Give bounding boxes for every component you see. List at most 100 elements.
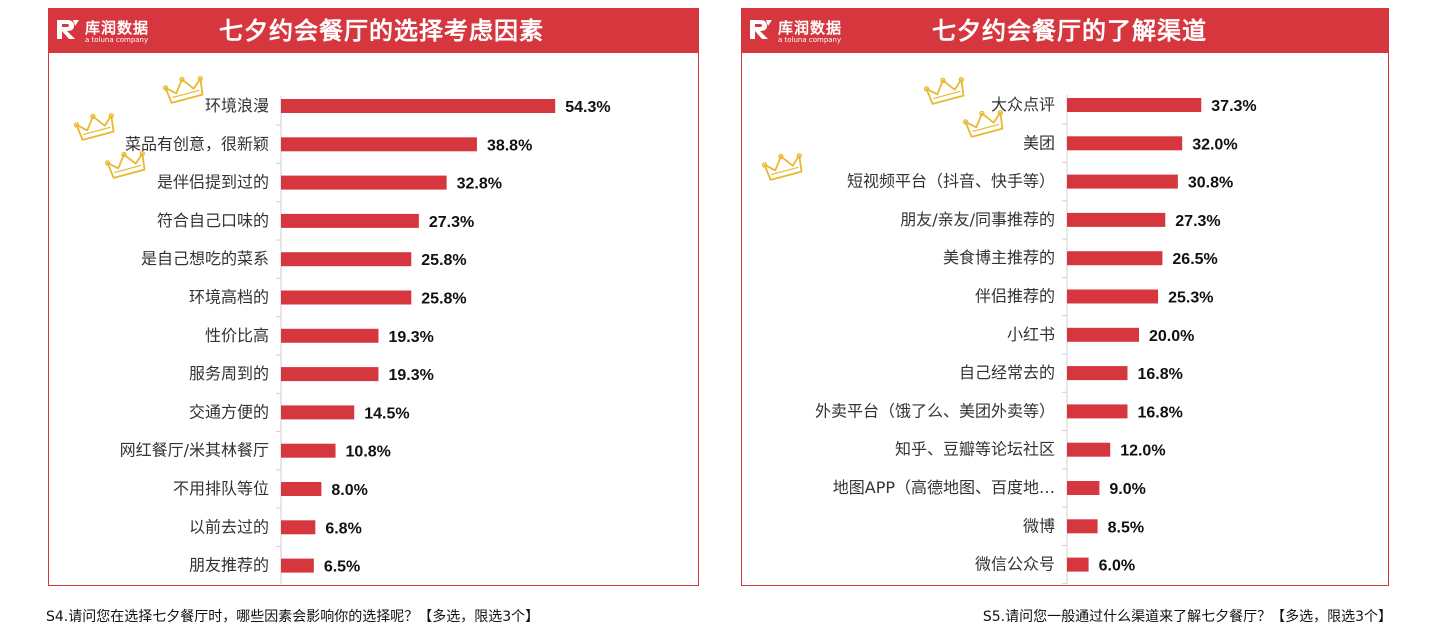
- bar: [1067, 289, 1159, 304]
- crown-jewel: [162, 85, 169, 91]
- value-label: 32.0%: [1192, 136, 1237, 153]
- category-label: 微博: [1023, 516, 1055, 535]
- logo-text: 库润数据: [85, 19, 150, 37]
- crown-icon: [923, 76, 965, 105]
- brand-logo: 库润数据 a toluna company: [748, 16, 858, 48]
- value-label: 6.0%: [1099, 558, 1135, 575]
- value-label: 25.8%: [421, 291, 466, 308]
- value-label: 27.3%: [429, 214, 474, 231]
- bar: [281, 137, 477, 152]
- crown-jewel: [796, 152, 802, 159]
- crown-jewel: [958, 76, 964, 83]
- bar: [1067, 481, 1100, 495]
- category-label: 是自己想吃的菜系: [141, 249, 269, 268]
- value-label: 16.8%: [1137, 404, 1182, 421]
- bar: [1067, 557, 1089, 572]
- question-caption-left: S4.请问您在选择七夕餐厅时，哪些因素会影响你的选择呢？【多选，限选3个】: [46, 609, 540, 625]
- bar: [281, 213, 419, 228]
- bar: [281, 520, 316, 535]
- category-label: 以前去过的: [189, 517, 269, 536]
- crown-jewel: [962, 119, 969, 125]
- value-label: 19.3%: [388, 367, 433, 384]
- category-label: 小红书: [1007, 325, 1055, 344]
- crown-jewel: [108, 112, 114, 119]
- bar: [1067, 98, 1202, 112]
- category-label: 网红餐厅/米其林餐厅: [120, 441, 269, 460]
- crown-jewel: [179, 76, 185, 83]
- bar: [1067, 136, 1183, 151]
- crown-icon: [73, 112, 115, 141]
- crown-band: [83, 126, 111, 136]
- category-label: 是伴侣提到过的: [157, 173, 269, 192]
- crown-jewel: [90, 113, 96, 120]
- value-label: 9.0%: [1109, 481, 1145, 498]
- value-label: 6.8%: [325, 520, 361, 537]
- crown-icon: [162, 75, 204, 104]
- crown-band: [771, 166, 799, 176]
- category-label: 符合自己口味的: [157, 211, 269, 230]
- bar: [1067, 251, 1163, 266]
- crown-jewel: [121, 151, 127, 158]
- chart-panel-right: 库润数据 a toluna company 七夕约会餐厅的了解渠道 大众点评 37…: [741, 8, 1389, 586]
- category-label: 服务周到的: [189, 364, 269, 383]
- category-label: 地图APP（高德地图、百度地…: [833, 478, 1055, 497]
- logo-subtitle: a toluna company: [778, 36, 842, 44]
- category-label: 大众点评: [991, 95, 1055, 114]
- category-label: 美食博主推荐的: [943, 248, 1055, 267]
- bar: [1067, 327, 1139, 342]
- logo-mark-icon: [57, 20, 79, 39]
- crown-band: [972, 123, 1000, 133]
- bar: [281, 99, 556, 113]
- category-label: 菜品有创意，很新颖: [125, 134, 269, 153]
- crown-band: [933, 90, 961, 100]
- bar: [281, 482, 322, 496]
- value-label: 26.5%: [1172, 251, 1217, 268]
- crown-jewel: [940, 77, 946, 84]
- crown-band: [172, 89, 200, 99]
- question-caption-right: S5.请问您一般通过什么渠道来了解七夕餐厅？【多选，限选3个】: [982, 609, 1392, 625]
- value-label: 19.3%: [388, 329, 433, 346]
- chart-title: 七夕约会餐厅的选择考虑因素: [219, 17, 544, 45]
- value-label: 16.8%: [1137, 366, 1182, 383]
- crown-jewel: [197, 75, 203, 82]
- category-label: 伴侣推荐的: [975, 287, 1055, 306]
- value-label: 32.8%: [457, 176, 502, 193]
- bar: [1067, 442, 1111, 457]
- category-label: 美团: [1023, 133, 1055, 152]
- bar: [281, 405, 355, 420]
- crown-jewel: [997, 109, 1003, 116]
- crown-jewel: [104, 160, 111, 166]
- panel-header: 库润数据 a toluna company 七夕约会餐厅的了解渠道: [742, 9, 1388, 53]
- value-label: 20.0%: [1149, 328, 1194, 345]
- value-label: 37.3%: [1211, 98, 1256, 115]
- category-label: 知乎、豆瓣等论坛社区: [895, 440, 1055, 459]
- value-label: 25.3%: [1168, 290, 1213, 307]
- value-label: 10.8%: [346, 444, 391, 461]
- bar: [281, 367, 379, 382]
- category-label: 不用排队等位: [173, 479, 269, 498]
- crown-jewel: [139, 150, 145, 157]
- value-label: 27.3%: [1175, 213, 1220, 230]
- value-label: 12.0%: [1120, 443, 1165, 460]
- chart-title: 七夕约会餐厅的了解渠道: [932, 17, 1207, 45]
- category-label: 交通方便的: [189, 402, 269, 421]
- bar: [1067, 174, 1178, 189]
- bar: [1067, 212, 1166, 227]
- bar: [1067, 366, 1128, 381]
- crown-jewel: [979, 110, 985, 117]
- brand-logo: 库润数据 a toluna company: [55, 16, 165, 48]
- category-label: 环境高档的: [189, 288, 269, 307]
- value-label: 38.8%: [487, 137, 532, 154]
- bar: [1067, 519, 1098, 534]
- category-label: 环境浪漫: [205, 96, 269, 115]
- bar-chart-right: 大众点评 37.3% 美团 32.0% 短视频平台（抖音、快手等） 30.8% 朋友/亲友/…: [761, 76, 1257, 584]
- bar: [281, 443, 336, 458]
- crown-jewel: [761, 162, 768, 168]
- category-label: 朋友/亲友/同事推荐的: [900, 210, 1055, 229]
- bar: [1067, 404, 1128, 419]
- crown-icon: [104, 150, 146, 179]
- category-label: 性价比高: [205, 326, 269, 345]
- value-label: 14.5%: [364, 405, 409, 422]
- bar: [281, 252, 412, 267]
- logo-subtitle: a toluna company: [85, 36, 149, 44]
